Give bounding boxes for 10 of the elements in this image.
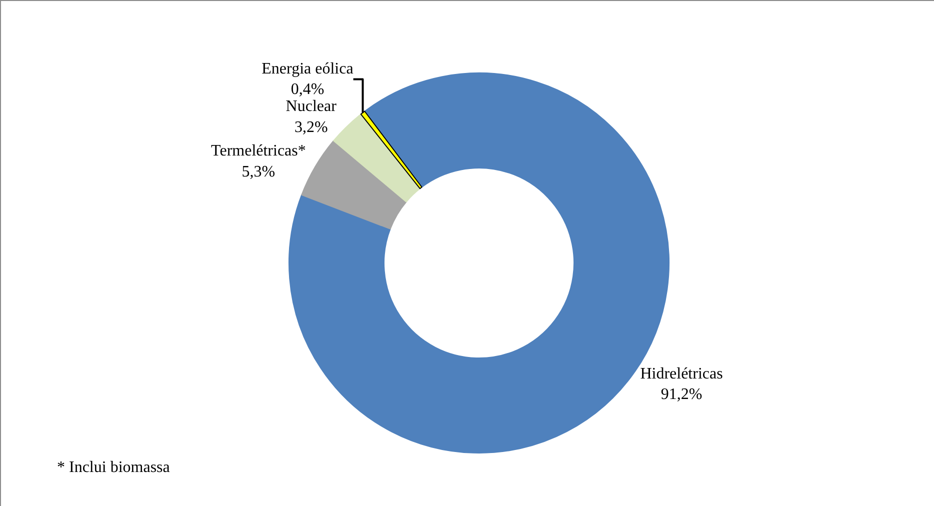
data-label: 0,4% bbox=[290, 81, 324, 98]
donut-slice bbox=[333, 114, 420, 202]
slice-label: Termelétricas* bbox=[211, 142, 306, 160]
data-label: 3,2% bbox=[294, 118, 328, 136]
data-label: 5,3% bbox=[242, 164, 276, 181]
data-label: 91,2% bbox=[660, 386, 702, 404]
slice-label: Nuclear bbox=[286, 98, 338, 116]
text: * Inclui biomassa bbox=[57, 459, 170, 476]
slice-label: Energia eólica bbox=[262, 60, 354, 78]
slice-label: Hidrelétricas bbox=[640, 365, 723, 382]
